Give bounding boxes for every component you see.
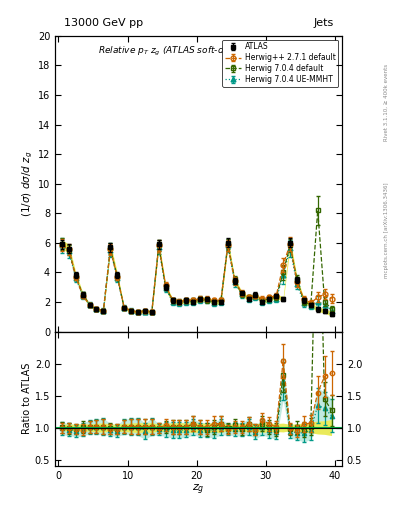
Text: 13000 GeV pp: 13000 GeV pp — [64, 18, 143, 29]
Text: Relative $p_T$ $z_g$ (ATLAS soft-drop observables): Relative $p_T$ $z_g$ (ATLAS soft-drop ob… — [97, 45, 299, 58]
Text: Rivet 3.1.10, ≥ 400k events: Rivet 3.1.10, ≥ 400k events — [384, 64, 389, 141]
Y-axis label: $(1/\sigma)$ $d\sigma/d$ $z_g$: $(1/\sigma)$ $d\sigma/d$ $z_g$ — [20, 151, 35, 217]
Text: mcplots.cern.ch [arXiv:1306.3436]: mcplots.cern.ch [arXiv:1306.3436] — [384, 183, 389, 278]
Y-axis label: Ratio to ATLAS: Ratio to ATLAS — [22, 363, 32, 434]
Legend: ATLAS, Herwig++ 2.7.1 default, Herwig 7.0.4 default, Herwig 7.0.4 UE-MMHT: ATLAS, Herwig++ 2.7.1 default, Herwig 7.… — [222, 39, 338, 87]
Text: Jets: Jets — [313, 18, 333, 29]
X-axis label: $z_g$: $z_g$ — [192, 482, 205, 497]
